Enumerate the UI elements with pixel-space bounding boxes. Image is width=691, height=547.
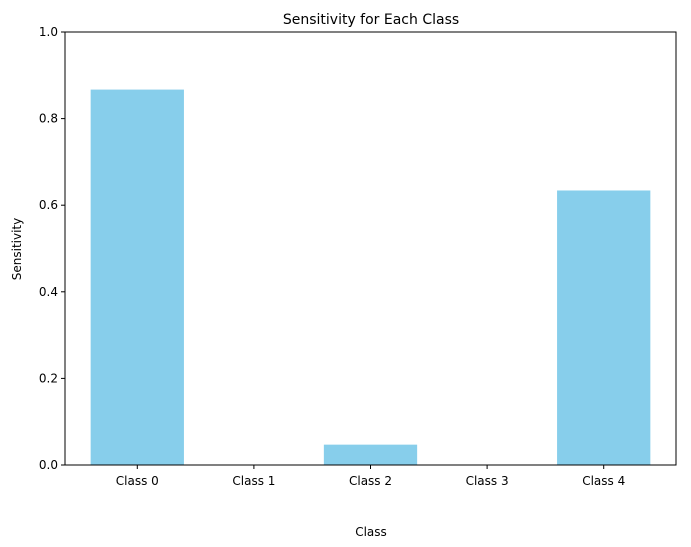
bar-2: [323, 444, 418, 465]
y-tick-label: 0.2: [39, 371, 58, 385]
y-axis-ticks: 0.0 0.2 0.4 0.6 0.8 1.0: [39, 25, 65, 472]
bar-0: [90, 89, 184, 466]
y-tick-label: 0.4: [39, 285, 58, 299]
y-tick-label: 0.8: [39, 112, 58, 126]
x-tick-label: Class 3: [466, 474, 509, 488]
x-tick-label: Class 4: [582, 474, 625, 488]
y-axis-label: Sensitivity: [10, 218, 24, 280]
bars-group: [90, 89, 651, 466]
x-axis-ticks: Class 0 Class 1 Class 2 Class 3 Class 4: [116, 465, 625, 488]
y-tick-label: 1.0: [39, 25, 58, 39]
x-tick-label: Class 1: [232, 474, 275, 488]
y-tick-label: 0.6: [39, 198, 58, 212]
x-axis-label: Class: [355, 525, 387, 539]
chart-title: Sensitivity for Each Class: [283, 12, 459, 28]
bar-4: [557, 190, 651, 465]
x-tick-label: Class 2: [349, 474, 392, 488]
y-tick-label: 0.0: [39, 458, 58, 472]
x-tick-label: Class 0: [116, 474, 159, 488]
